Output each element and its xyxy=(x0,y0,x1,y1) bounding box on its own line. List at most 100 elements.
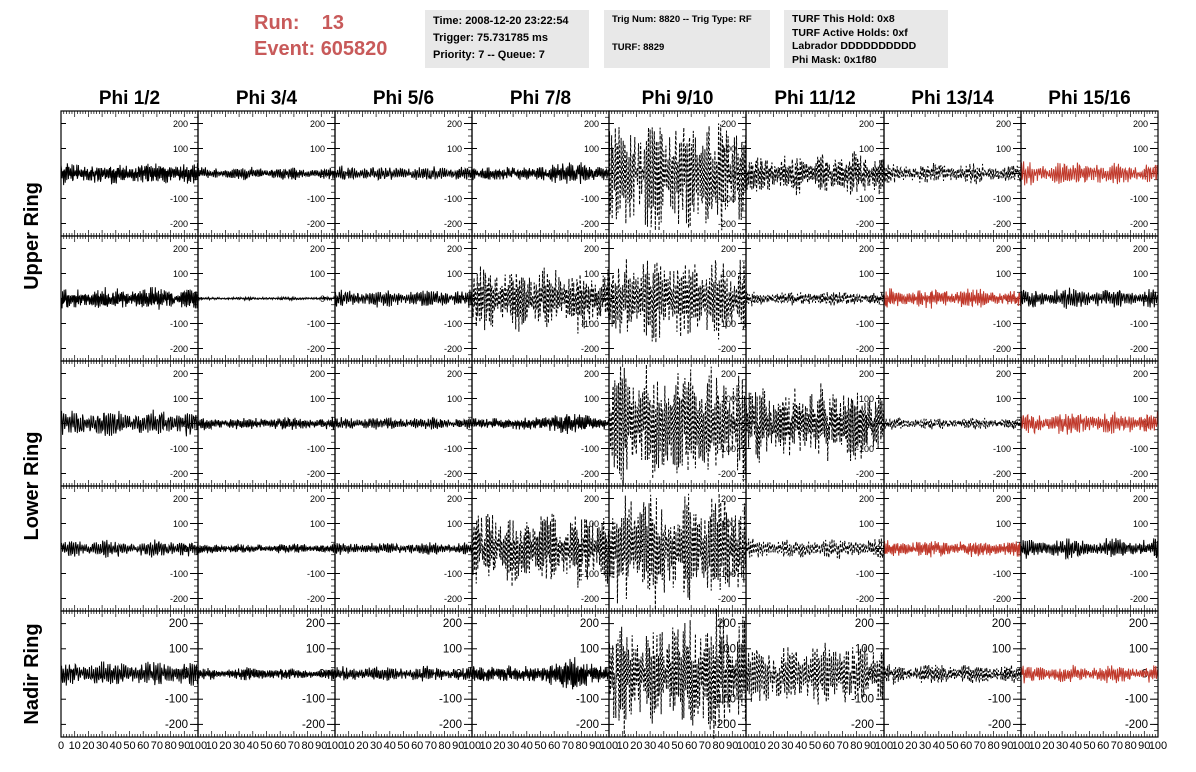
y-tick-label: -200 xyxy=(307,594,325,604)
waveform-trace xyxy=(60,287,199,310)
y-tick-label: -100 xyxy=(576,694,599,706)
y-tick-label: 200 xyxy=(1133,244,1148,254)
waveform-trace xyxy=(60,163,199,186)
column-title: Phi 7/8 xyxy=(510,88,571,109)
y-tick-label: -100 xyxy=(307,319,325,329)
y-tick-label: 100 xyxy=(859,144,874,154)
y-tick-label: 100 xyxy=(859,269,874,279)
y-tick-label: 200 xyxy=(310,494,325,504)
y-tick-label: -100 xyxy=(856,194,874,204)
y-tick-label: -200 xyxy=(444,344,462,354)
y-tick-label: 100 xyxy=(169,643,188,655)
y-tick-label: -100 xyxy=(444,194,462,204)
y-tick-label: 200 xyxy=(859,494,874,504)
priority-text: Priority: 7 -- Queue: 7 xyxy=(433,49,545,61)
run-line: Run: 13 xyxy=(254,10,387,36)
y-tick-label: 100 xyxy=(721,394,736,404)
y-tick-label: -200 xyxy=(718,469,736,479)
turf-text: TURF: 8829 xyxy=(612,42,665,53)
y-tick-label: 200 xyxy=(584,119,599,129)
column-title: Phi 1/2 xyxy=(99,88,160,109)
phi-mask-text: Phi Mask: 0x1f80 xyxy=(792,53,877,66)
y-tick-label: -200 xyxy=(307,344,325,354)
waveform-trace xyxy=(471,512,610,588)
y-tick-label: -200 xyxy=(856,469,874,479)
y-tick-label: -200 xyxy=(307,469,325,479)
y-tick-label: -200 xyxy=(444,219,462,229)
time-text: Time: 2008-12-20 23:22:54 xyxy=(433,15,569,27)
y-tick-label: -200 xyxy=(856,594,874,604)
waveform-trace xyxy=(197,416,336,431)
y-tick-label: 200 xyxy=(447,369,462,379)
row-title: Upper Ring xyxy=(21,182,43,290)
waveform-trace xyxy=(471,266,610,334)
waveform-trace xyxy=(334,542,473,555)
y-tick-label: -100 xyxy=(718,194,736,204)
waveform-trace xyxy=(883,162,1022,185)
column-title: Phi 5/6 xyxy=(373,88,434,109)
waveform-trace xyxy=(1020,411,1159,435)
y-tick-label: 200 xyxy=(310,369,325,379)
column-title: Phi 13/14 xyxy=(911,88,994,109)
y-tick-label: -200 xyxy=(856,344,874,354)
y-tick-label: -100 xyxy=(170,569,188,579)
y-tick-label: 200 xyxy=(447,244,462,254)
waveform-trace xyxy=(1020,161,1159,186)
y-tick-label: -100 xyxy=(307,569,325,579)
y-tick-label: -200 xyxy=(1130,344,1148,354)
y-tick-label: -200 xyxy=(581,469,599,479)
waveform-trace xyxy=(608,364,747,486)
y-tick-label: -200 xyxy=(170,469,188,479)
event-label: Event: xyxy=(254,38,316,60)
waveform-trace xyxy=(197,166,336,181)
y-tick-label: -200 xyxy=(165,719,188,731)
y-tick-label: -200 xyxy=(170,219,188,229)
y-tick-label: -200 xyxy=(170,344,188,354)
y-tick-label: -100 xyxy=(165,694,188,706)
y-tick-label: -100 xyxy=(170,194,188,204)
waveform-trace xyxy=(334,416,473,430)
waveform-trace xyxy=(334,165,473,182)
y-tick-label: -200 xyxy=(581,344,599,354)
column-title: Phi 11/12 xyxy=(774,88,855,109)
waveform-trace xyxy=(60,661,199,686)
run-label: Run: xyxy=(254,12,300,34)
y-tick-label: 100 xyxy=(173,269,188,279)
y-tick-label: -100 xyxy=(307,194,325,204)
y-tick-label: -100 xyxy=(993,444,1011,454)
y-tick-label: 100 xyxy=(1133,144,1148,154)
y-tick-label: 100 xyxy=(584,394,599,404)
y-tick-label: -200 xyxy=(439,719,462,731)
y-tick-label: -100 xyxy=(439,694,462,706)
y-tick-label: 100 xyxy=(1133,519,1148,529)
y-tick-label: 100 xyxy=(580,643,599,655)
labrador-text: Labrador DDDDDDDDDD xyxy=(792,40,917,52)
y-tick-label: -100 xyxy=(170,319,188,329)
y-tick-label: 100 xyxy=(584,144,599,154)
y-tick-label: 100 xyxy=(310,269,325,279)
y-tick-label: 100 xyxy=(447,394,462,404)
y-tick-label: 200 xyxy=(996,369,1011,379)
column-title: Phi 3/4 xyxy=(236,88,298,109)
y-tick-label: 100 xyxy=(721,269,736,279)
event-value: 605820 xyxy=(320,38,388,60)
row-titles: Upper Ring Lower Ring Nadir Ring xyxy=(21,182,43,724)
y-tick-label: -200 xyxy=(581,594,599,604)
y-tick-label: -100 xyxy=(718,444,736,454)
